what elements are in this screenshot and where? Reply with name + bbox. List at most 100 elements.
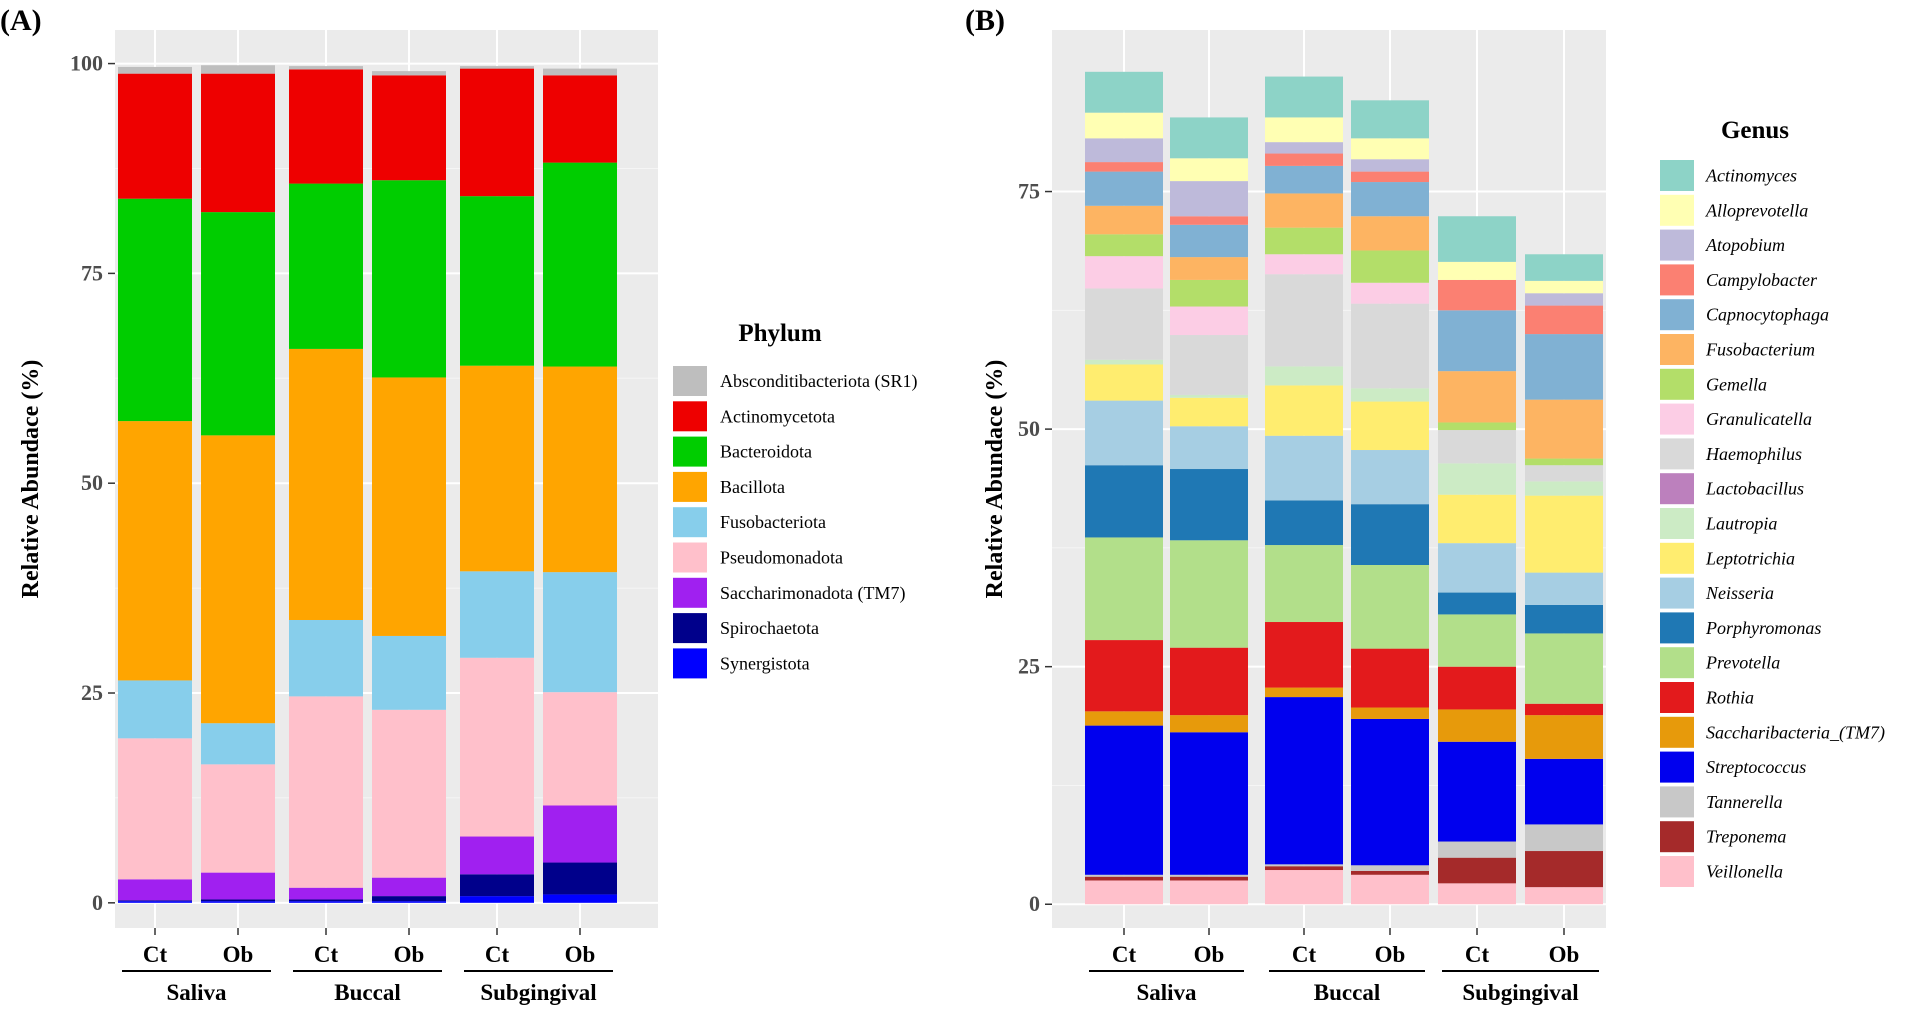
bar-segment-treponema	[1265, 866, 1343, 871]
bar-segment-actinomyces	[1351, 100, 1429, 139]
legend-swatch-gemella	[1660, 368, 1694, 400]
bar-segment-granulicatella	[1265, 254, 1343, 275]
bar-segment-pseudomonadota	[543, 692, 617, 806]
bar-segment-pseudomonadota	[460, 657, 534, 837]
bar-segment-haemophilus	[1085, 288, 1163, 360]
bar-segment-actinomycetota	[289, 69, 363, 184]
legend-label-saccharibacteria-tm7: Saccharibacteria_(TM7)	[1706, 722, 1885, 743]
bar-segment-alloprevotella	[1085, 112, 1163, 139]
bar-segment-saccharibacteria-tm7	[1170, 715, 1248, 733]
bar-segment-streptococcus	[1265, 697, 1343, 865]
y-tick-label: 0	[1029, 891, 1040, 916]
bar-segment-alloprevotella	[1265, 117, 1343, 143]
bar-segment-porphyromonas	[1525, 604, 1603, 634]
bar-segment-prevotella	[1438, 614, 1516, 667]
bar-segment-capnocytophaga	[1085, 171, 1163, 206]
bar-segment-bacteroidota	[118, 198, 192, 422]
bar-segment-fusobacterium	[1438, 371, 1516, 423]
y-tick-label: 100	[70, 51, 103, 76]
bar-segment-bacteroidota	[543, 162, 617, 367]
bar-segment-campylobacter	[1265, 153, 1343, 166]
legend-swatch-actinomycetota	[673, 401, 707, 432]
bar-segment-haemophilus	[1351, 303, 1429, 389]
bar-segment-capnocytophaga	[1170, 224, 1248, 258]
bar-segment-lautropia	[1265, 366, 1343, 386]
bar-segment-tannerella	[1525, 824, 1603, 852]
bar-segment-prevotella	[1351, 564, 1429, 649]
bar-segment-fusobacteriota	[201, 723, 275, 765]
bar-segment-neisseria	[1265, 435, 1343, 501]
legend-label-spirochaetota: Spirochaetota	[720, 618, 819, 638]
legend-swatch-absconditibacteriota-sr1	[673, 366, 707, 396]
bar-segment-treponema	[1351, 870, 1429, 875]
y-axis-title: Relative Abundace (%)	[982, 360, 1008, 599]
legend-label-haemophilus: Haemophilus	[1705, 444, 1802, 464]
bar-segment-tannerella	[1351, 865, 1429, 871]
bar-segment-rothia	[1265, 622, 1343, 688]
bar-segment-streptococcus	[1085, 725, 1163, 875]
bar-segment-capnocytophaga	[1525, 334, 1603, 400]
bar-segment-neisseria	[1170, 426, 1248, 470]
bar-segment-spirochaetota	[460, 874, 534, 897]
bar-segment-spirochaetota	[201, 899, 275, 902]
legend-label-actinomycetota: Actinomycetota	[720, 406, 835, 426]
bar-segment-lautropia	[1085, 359, 1163, 365]
bar-segment-saccharimonadota-tm7	[543, 805, 617, 863]
bar-segment-streptococcus	[1525, 758, 1603, 825]
bar-segment-actinomyces	[1438, 216, 1516, 262]
bar-segment-synergistota	[543, 894, 617, 903]
legend-swatch-spirochaetota	[673, 613, 707, 644]
x-category-label: Ct	[1112, 942, 1137, 967]
bar-segment-fusobacterium	[1085, 205, 1163, 235]
bar-segment-haemophilus	[1438, 430, 1516, 464]
bar-segment-tannerella	[1085, 874, 1163, 877]
bar-segment-synergistota	[460, 896, 534, 903]
bar-segment-saccharibacteria-tm7	[1525, 715, 1603, 759]
legend-swatch-fusobacterium	[1660, 334, 1694, 365]
bar-segment-porphyromonas	[1170, 469, 1248, 541]
bar-segment-absconditibacteriota-sr1	[372, 71, 446, 76]
bar-segment-gemella	[1438, 422, 1516, 431]
bar-segment-capnocytophaga	[1438, 310, 1516, 372]
legend-label-capnocytophaga: Capnocytophaga	[1706, 305, 1829, 325]
bar-segment-streptococcus	[1170, 732, 1248, 875]
bar-segment-alloprevotella	[1351, 138, 1429, 160]
bar-segment-pseudomonadota	[201, 764, 275, 873]
bar-segment-capnocytophaga	[1351, 182, 1429, 217]
bar-segment-pseudomonadota	[289, 696, 363, 888]
legend-swatch-saccharibacteria-tm7	[1660, 716, 1694, 748]
legend-label-granulicatella: Granulicatella	[1706, 409, 1812, 429]
bar-segment-fusobacteriota	[118, 680, 192, 739]
bar-segment-treponema	[1170, 876, 1248, 881]
bar-segment-neisseria	[1438, 543, 1516, 593]
bar-segment-veillonella	[1351, 874, 1429, 905]
legend-label-leptotrichia: Leptotrichia	[1705, 548, 1795, 568]
legend-label-neisseria: Neisseria	[1705, 583, 1774, 603]
bar-segment-pseudomonadota	[118, 738, 192, 880]
bar-segment-campylobacter	[1085, 162, 1163, 172]
legend-label-fusobacterium: Fusobacterium	[1705, 340, 1815, 360]
bar-segment-haemophilus	[1525, 465, 1603, 482]
bar-segment-granulicatella	[1085, 256, 1163, 289]
bar-segment-leptotrichia	[1265, 385, 1343, 436]
x-category-label: Ob	[1549, 942, 1580, 967]
bar-segment-rothia	[1351, 648, 1429, 708]
legend-swatch-tannerella	[1660, 786, 1694, 818]
bar-segment-lautropia	[1525, 481, 1603, 496]
bar-segment-neisseria	[1085, 400, 1163, 466]
bar-segment-bacteroidota	[201, 212, 275, 436]
bar-segment-leptotrichia	[1525, 495, 1603, 573]
x-category-label: Ct	[1292, 942, 1317, 967]
legend-label-actinomyces: Actinomyces	[1705, 166, 1797, 186]
x-category-label: Ob	[565, 942, 596, 967]
x-category-label: Ct	[143, 942, 168, 967]
legend-swatch-bacillota	[673, 471, 707, 502]
legend-label-rothia: Rothia	[1705, 688, 1754, 708]
bar-segment-porphyromonas	[1265, 500, 1343, 546]
bar-segment-gemella	[1170, 279, 1248, 307]
bar-segment-tannerella	[1438, 841, 1516, 858]
x-category-label: Ob	[394, 942, 425, 967]
bar-segment-actinomycetota	[372, 75, 446, 181]
bar-segment-streptococcus	[1351, 718, 1429, 866]
bar-segment-synergistota	[201, 901, 275, 903]
